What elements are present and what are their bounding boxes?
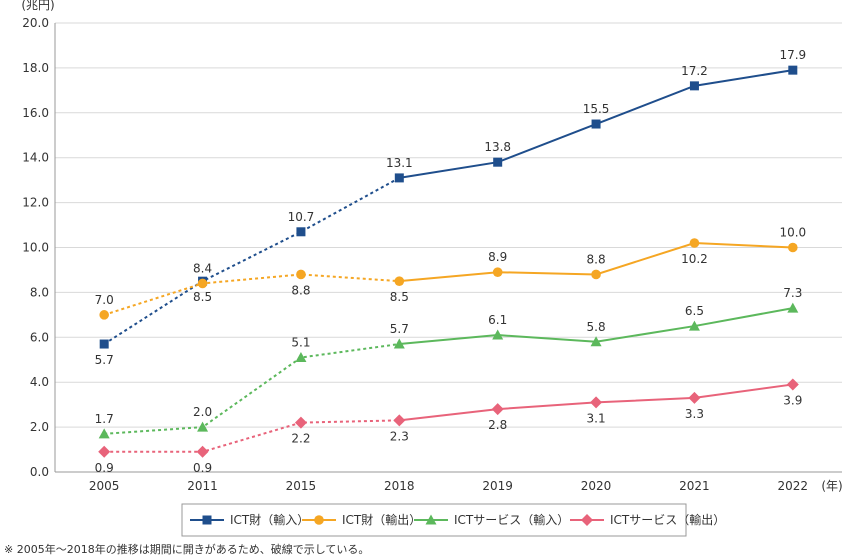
- data-point: [688, 320, 700, 331]
- data-label: 13.1: [386, 156, 413, 170]
- data-point: [590, 396, 603, 409]
- data-label: 0.9: [193, 461, 212, 475]
- y-tick-label: 16.0: [22, 106, 49, 120]
- data-point: [394, 276, 405, 286]
- y-tick-label: 6.0: [30, 330, 49, 344]
- y-tick-label: 20.0: [22, 16, 49, 30]
- series-line-dashed: [103, 273, 400, 316]
- data-label: 2.3: [390, 429, 409, 443]
- data-point: [294, 416, 307, 429]
- data-point: [590, 336, 602, 347]
- x-axis-unit: (年): [821, 479, 842, 493]
- x-tick-label: 2019: [482, 479, 513, 493]
- x-tick-label: 2005: [89, 479, 120, 493]
- x-tick-label: 2020: [581, 479, 612, 493]
- y-axis-unit: (兆円): [21, 0, 54, 12]
- data-point: [493, 157, 503, 167]
- y-tick-label: 12.0: [22, 196, 49, 210]
- data-label: 8.4: [193, 261, 212, 275]
- data-point: [98, 445, 111, 458]
- data-label: 8.9: [488, 250, 507, 264]
- data-label: 5.8: [587, 320, 606, 334]
- legend-marker: [314, 515, 324, 525]
- legend-label: ICT財（輸出）: [342, 512, 421, 527]
- legend-marker: [202, 515, 212, 525]
- data-point: [492, 329, 504, 340]
- data-point: [492, 267, 503, 277]
- data-point: [689, 81, 699, 91]
- y-tick-label: 14.0: [22, 151, 49, 165]
- data-point: [99, 310, 109, 320]
- data-label: 1.7: [95, 412, 114, 426]
- data-label: 7.0: [95, 293, 114, 307]
- data-point: [196, 445, 209, 458]
- data-label: 10.0: [779, 226, 806, 240]
- legend-label: ICTサービス（輸出）: [610, 512, 725, 527]
- legend-label: ICTサービス（輸入）: [454, 512, 569, 527]
- data-point: [98, 428, 110, 439]
- line-chart: 0.0 2.0 4.0 6.0 8.0 10.0 12.0 14.0 16.0 18.0 20.0 (…: [21, 0, 843, 537]
- data-label: 2.0: [193, 405, 212, 419]
- data-label: 15.5: [583, 102, 610, 116]
- data-point: [295, 352, 307, 363]
- data-point: [591, 119, 601, 129]
- data-point: [688, 391, 701, 404]
- x-tick-label: 2021: [679, 479, 710, 493]
- legend-marker: [581, 514, 593, 526]
- data-label: 3.1: [587, 411, 606, 425]
- data-point: [296, 269, 306, 280]
- data-point: [788, 242, 798, 253]
- y-tick-label: 2.0: [30, 420, 49, 434]
- data-point: [393, 338, 405, 349]
- data-label: 2.8: [488, 418, 507, 432]
- y-tick-label: 8.0: [30, 285, 49, 299]
- y-tick-label: 18.0: [22, 61, 49, 75]
- data-label: 10.7: [288, 210, 315, 224]
- data-label: 6.5: [685, 304, 704, 318]
- y-tick-label: 0.0: [30, 465, 49, 479]
- series-line-dashed: [104, 343, 400, 435]
- data-label: 5.7: [390, 322, 409, 336]
- data-point: [393, 414, 406, 427]
- y-tick-label: 4.0: [30, 375, 49, 389]
- data-label: 7.3: [783, 286, 802, 300]
- data-point: [786, 378, 799, 391]
- series-line-dashed: [104, 419, 400, 453]
- data-point: [296, 227, 306, 237]
- data-point: [689, 238, 700, 248]
- legend-marker: [425, 514, 437, 525]
- data-label: 8.8: [291, 283, 310, 297]
- x-tick-label: 2015: [286, 479, 317, 493]
- data-label: 17.2: [681, 64, 708, 78]
- data-point: [787, 302, 799, 313]
- data-label: 8.5: [390, 290, 409, 304]
- footnote: ※ 2005年～2018年の推移は期間に開きがあるため、破線で示している。: [4, 543, 370, 556]
- data-label: 8.8: [587, 252, 606, 266]
- x-tick-label: 2011: [187, 479, 218, 493]
- data-label: 3.3: [685, 407, 704, 421]
- data-label: 8.5: [193, 290, 212, 304]
- data-label: 17.9: [779, 48, 806, 62]
- data-point: [394, 173, 404, 183]
- data-label: 2.2: [291, 432, 310, 446]
- data-point: [197, 421, 209, 432]
- data-label: 5.7: [95, 353, 114, 367]
- series-line-dashed: [103, 177, 400, 345]
- x-tick-label: 2022: [778, 479, 809, 493]
- data-label: 0.9: [95, 461, 114, 475]
- data-point: [591, 269, 601, 280]
- y-tick-label: 10.0: [22, 241, 49, 255]
- data-label: 5.1: [291, 336, 310, 350]
- data-label: 6.1: [488, 313, 507, 327]
- data-label: 3.9: [783, 393, 802, 407]
- data-point: [197, 278, 208, 289]
- data-point: [491, 403, 504, 416]
- data-point: [99, 339, 109, 349]
- data-label: 13.8: [484, 140, 511, 154]
- data-point: [788, 65, 798, 75]
- x-tick-label: 2018: [384, 479, 415, 493]
- legend-label: ICT財（輸入）: [230, 512, 309, 527]
- data-label: 10.2: [681, 252, 708, 266]
